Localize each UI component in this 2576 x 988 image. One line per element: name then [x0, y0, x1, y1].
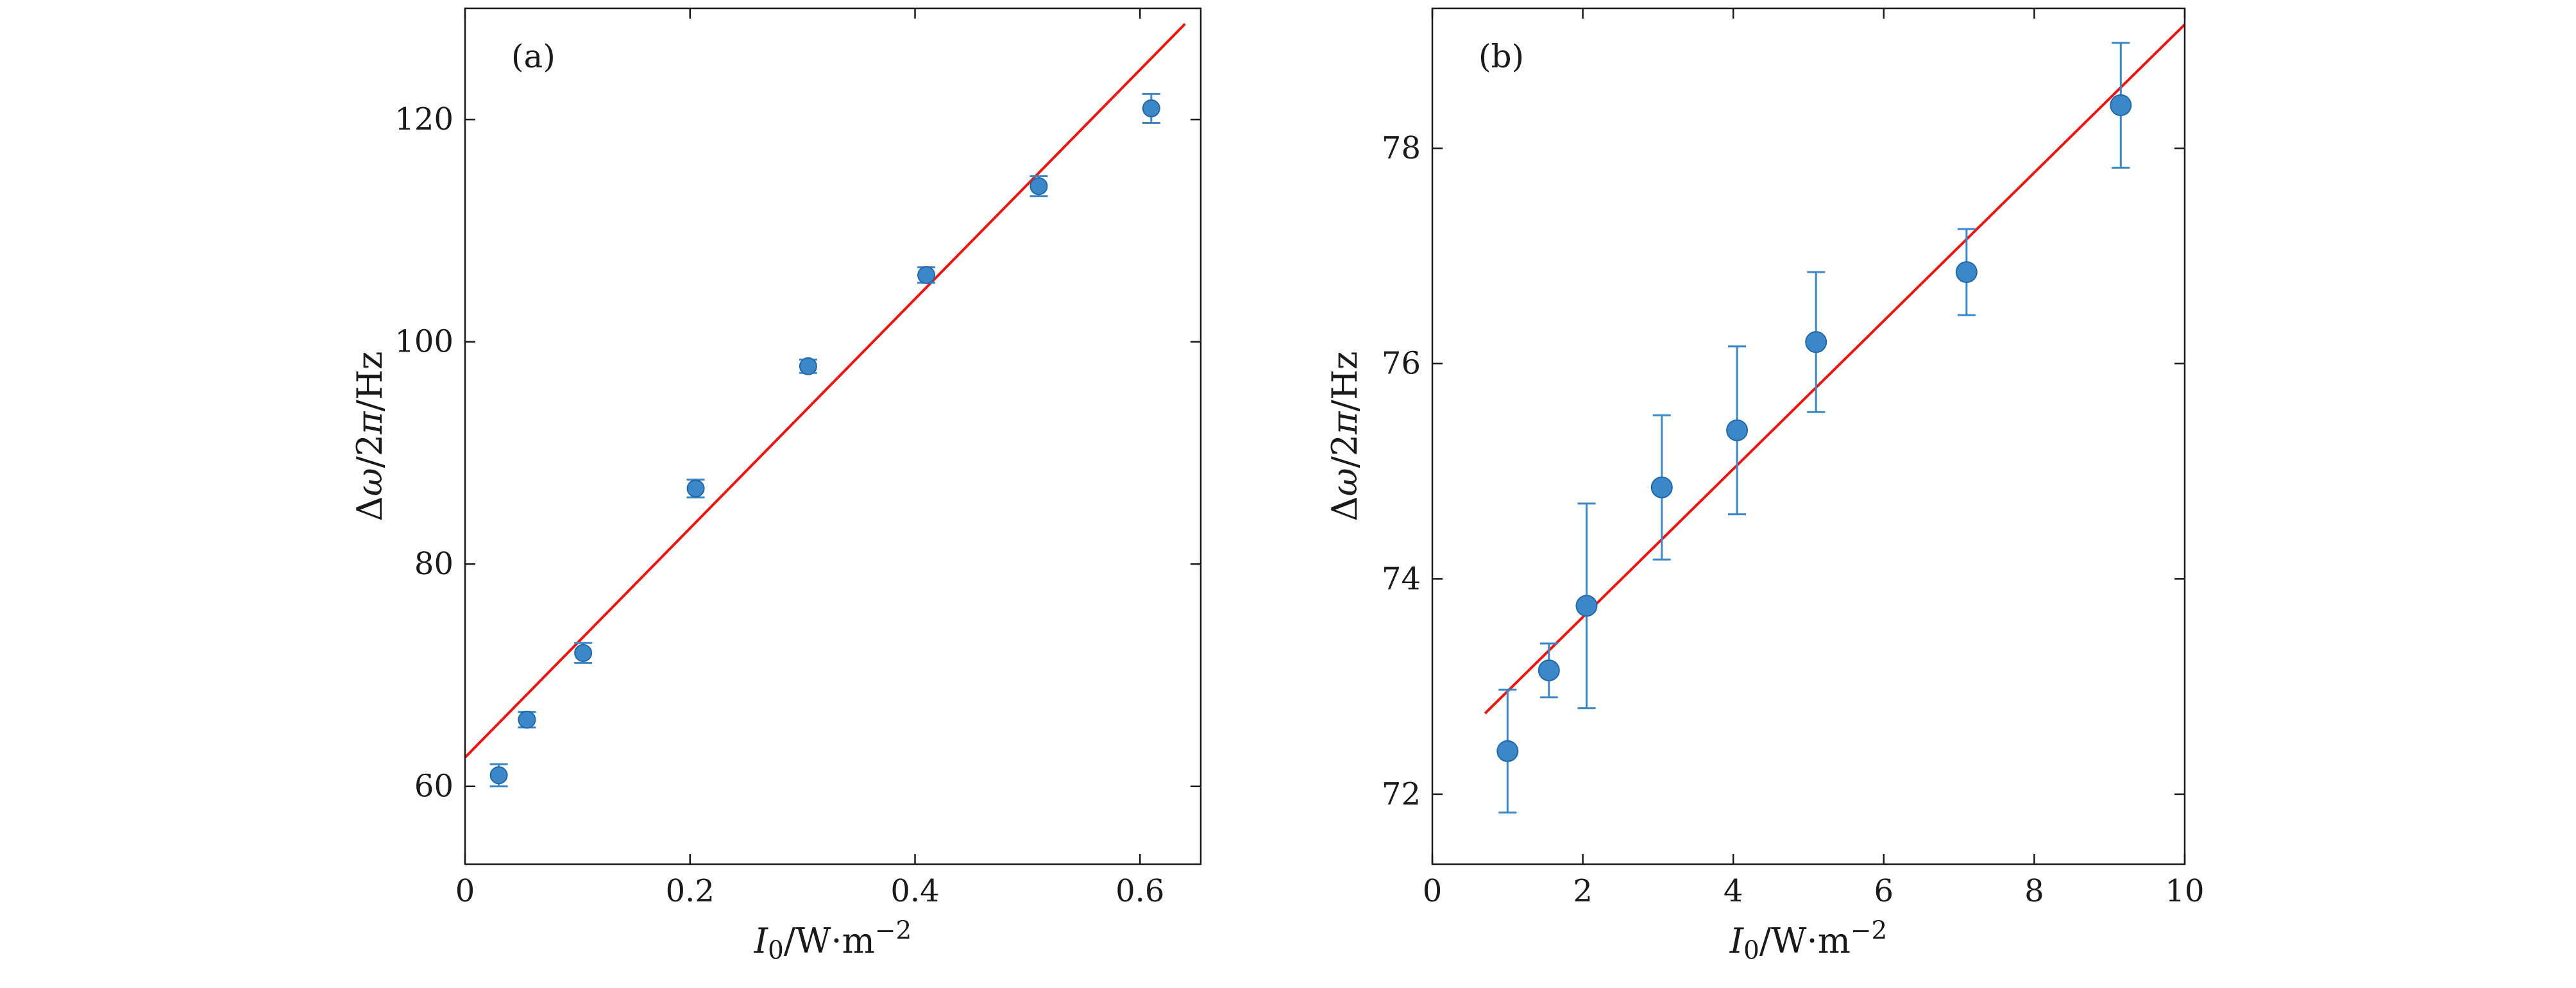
- x-tick-label: 4: [1724, 873, 1743, 909]
- fit-line: [464, 22, 1186, 759]
- x-tick-label: 6: [1874, 873, 1894, 909]
- x-axis-label: I0/W·m−2: [754, 916, 911, 965]
- data-point: [1142, 99, 1160, 117]
- x-tick-label: 0.2: [666, 873, 715, 909]
- y-tick-label: 120: [394, 101, 453, 137]
- y-tick-label: 60: [414, 769, 453, 805]
- data-point: [917, 266, 936, 284]
- y-tick-label: 72: [1382, 776, 1421, 812]
- data-point: [1805, 331, 1827, 353]
- y-tick-label: 76: [1382, 346, 1421, 382]
- data-point: [489, 766, 508, 785]
- data-point: [1538, 659, 1560, 681]
- axis-box: [1431, 7, 2186, 865]
- panel-label: (b): [1479, 38, 1524, 75]
- y-tick-label: 78: [1382, 130, 1421, 166]
- x-tick-label: 0: [455, 873, 475, 909]
- x-tick-label: 8: [2024, 873, 2044, 909]
- y-tick-label: 80: [414, 546, 453, 582]
- x-tick-label: 10: [2165, 873, 2204, 909]
- y-axis-label: Δω/2π/Hz: [350, 352, 390, 522]
- data-point: [1955, 261, 1978, 284]
- x-axis-label: I0/W·m−2: [1729, 916, 1887, 965]
- data-point: [799, 357, 817, 375]
- fit-line: [1484, 23, 2186, 715]
- x-tick-label: 2: [1573, 873, 1593, 909]
- x-tick-label: 0.4: [890, 873, 939, 909]
- data-point: [1650, 476, 1673, 498]
- data-point: [2110, 94, 2132, 117]
- axis-box: [464, 7, 1202, 865]
- panel-label: (a): [511, 38, 555, 75]
- y-tick-label: 74: [1382, 561, 1421, 597]
- x-tick-label: 0: [1423, 873, 1443, 909]
- data-point: [1575, 595, 1598, 617]
- data-point: [686, 479, 705, 498]
- data-point: [1726, 419, 1749, 441]
- panel-b: 0 2 4 6 8 10 72 74 76 78 (b) I0/W·m−2 Δω/2π/Hz: [1325, 7, 2205, 966]
- data-point: [1496, 740, 1519, 762]
- y-tick-label: 100: [394, 324, 453, 360]
- x-tick-label: 0.6: [1115, 873, 1164, 909]
- data-point: [1030, 177, 1048, 196]
- data-point: [518, 710, 536, 729]
- panel-a: 0 0.2 0.4 0.6 60 80 100 120 (a) I0/W·m−2 Δω/2π/Hz: [350, 7, 1202, 966]
- data-point: [574, 643, 593, 662]
- y-axis-label: Δω/2π/Hz: [1325, 352, 1365, 522]
